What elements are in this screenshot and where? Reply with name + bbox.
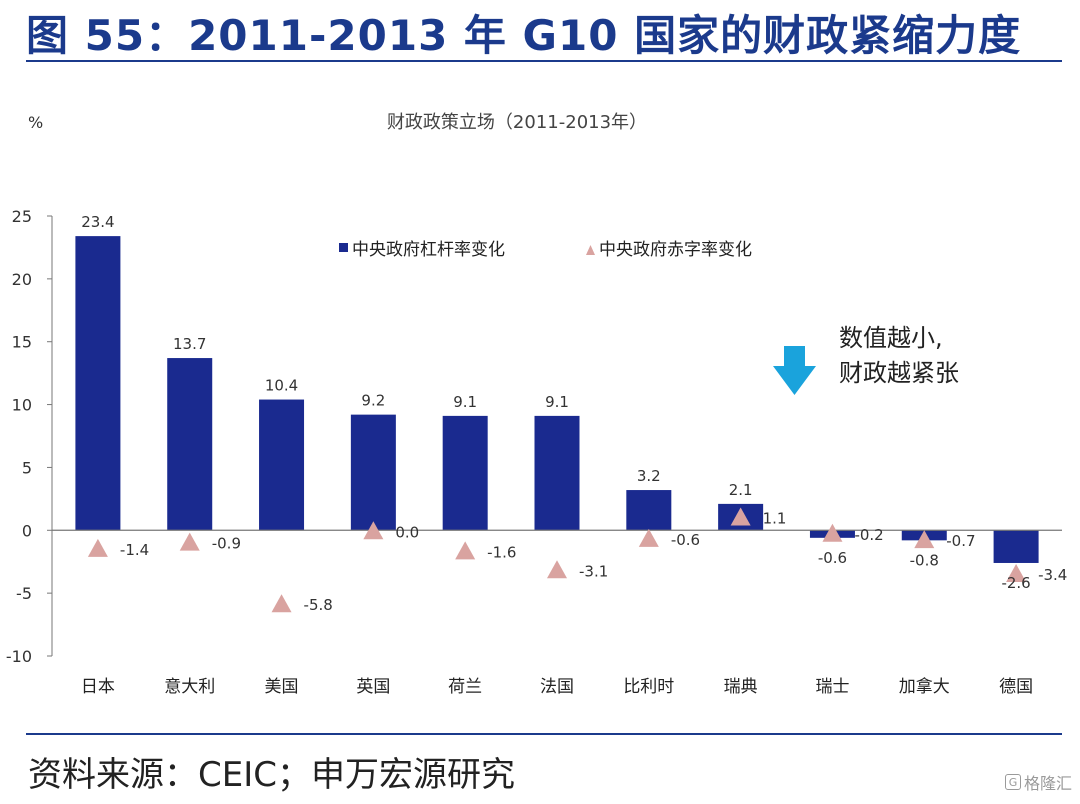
y-tick-label: -5 xyxy=(16,584,32,603)
title-rule xyxy=(26,60,1062,62)
bar xyxy=(442,415,488,531)
x-category-label: 加拿大 xyxy=(899,676,950,697)
y-tick-label: 0 xyxy=(22,521,32,540)
watermark: G 格隆汇 xyxy=(1004,770,1072,794)
x-category-label: 荷兰 xyxy=(448,677,482,697)
deficit-triangle xyxy=(730,507,751,526)
deficit-triangle xyxy=(179,532,200,551)
bar-value-label: 10.4 xyxy=(265,377,298,395)
figure-title: 图 55：2011-2013 年 G10 国家的财政紧缩力度 xyxy=(26,11,1022,60)
triangle-value-label: -3.1 xyxy=(579,562,608,580)
legend-bar-swatch xyxy=(339,243,348,252)
legend-bar-label: 中央政府杠杆率变化 xyxy=(352,240,505,260)
y-tick-label: 10 xyxy=(12,396,32,415)
x-category-label: 瑞士 xyxy=(815,677,849,697)
bar-value-label: 9.1 xyxy=(453,393,477,411)
bar-value-label: 13.7 xyxy=(173,335,206,353)
fiscal-note: 数值越小, 财政越紧张 xyxy=(773,324,959,395)
deficit-triangle xyxy=(87,538,108,557)
down-arrow-icon xyxy=(773,346,816,395)
deficit-triangle xyxy=(547,560,567,579)
bar xyxy=(993,530,1039,563)
x-category-label: 比利时 xyxy=(623,677,674,697)
y-tick-label: 5 xyxy=(22,458,32,477)
x-category-label: 瑞典 xyxy=(724,677,758,697)
deficit-triangle xyxy=(271,594,292,613)
triangle-value-label: -5.8 xyxy=(304,596,333,614)
legend-triangle-label: 中央政府赤字率变化 xyxy=(599,240,752,260)
y-tick-label: 20 xyxy=(12,270,32,289)
bar-value-label: 2.1 xyxy=(729,481,753,499)
source-rule xyxy=(26,733,1062,735)
y-tick-label: -10 xyxy=(6,647,32,666)
watermark-text: 格隆汇 xyxy=(1023,774,1072,793)
bar xyxy=(350,414,396,531)
x-category-label: 法国 xyxy=(540,677,574,697)
triangle-value-label: 1.1 xyxy=(763,509,787,527)
bar-value-label: -2.6 xyxy=(1001,574,1030,592)
bar-value-label: 9.1 xyxy=(545,393,569,411)
deficit-triangle xyxy=(638,528,659,547)
x-category-label: 美国 xyxy=(265,677,299,697)
bar xyxy=(167,358,213,531)
chart-canvas: % 财政政策立场（2011-2013年） 中央政府杠杆率变化 中央政府赤字率变化… xyxy=(6,112,1068,697)
fiscal-note-line2: 财政越紧张 xyxy=(839,359,959,387)
x-category-label: 日本 xyxy=(81,677,115,697)
y-tick-label: 15 xyxy=(12,333,32,352)
x-category-label: 德国 xyxy=(999,677,1033,697)
deficit-triangle xyxy=(822,523,843,542)
bar-value-label: 3.2 xyxy=(637,467,661,485)
bar xyxy=(534,415,580,531)
triangle-value-label: -0.6 xyxy=(671,531,700,549)
chart-title: 财政政策立场（2011-2013年） xyxy=(387,112,647,133)
bar-value-label: 23.4 xyxy=(81,213,114,231)
triangle-value-label: -1.6 xyxy=(487,543,516,561)
x-category-label: 英国 xyxy=(356,677,390,697)
triangle-value-label: 0.0 xyxy=(395,523,419,541)
bar xyxy=(626,490,672,531)
y-tick-label: 25 xyxy=(12,207,32,226)
triangle-value-label: -3.4 xyxy=(1038,566,1067,584)
triangle-value-label: -0.2 xyxy=(854,526,883,544)
triangle-value-label: -1.4 xyxy=(120,541,149,559)
deficit-triangle xyxy=(914,530,935,549)
legend: 中央政府杠杆率变化 中央政府赤字率变化 xyxy=(339,240,752,260)
triangle-value-label: -0.9 xyxy=(212,535,241,553)
deficit-triangle xyxy=(363,521,384,540)
deficit-triangle xyxy=(455,541,476,560)
y-axis-unit: % xyxy=(28,113,43,132)
triangle-value-label: -0.7 xyxy=(946,532,975,550)
x-category-label: 意大利 xyxy=(164,677,215,697)
deficit-triangle xyxy=(1006,564,1027,583)
bar-value-label: -0.8 xyxy=(910,551,939,569)
fiscal-note-line1: 数值越小, xyxy=(839,324,943,352)
source-note: 资料来源：CEIC；申万宏源研究 xyxy=(28,755,515,795)
bar xyxy=(75,236,121,531)
bar xyxy=(259,399,305,531)
bar-value-label: -0.6 xyxy=(818,549,847,567)
legend-triangle-swatch xyxy=(586,245,595,255)
bar-value-label: 9.2 xyxy=(361,392,385,410)
watermark-logo-icon: G xyxy=(1004,774,1021,790)
